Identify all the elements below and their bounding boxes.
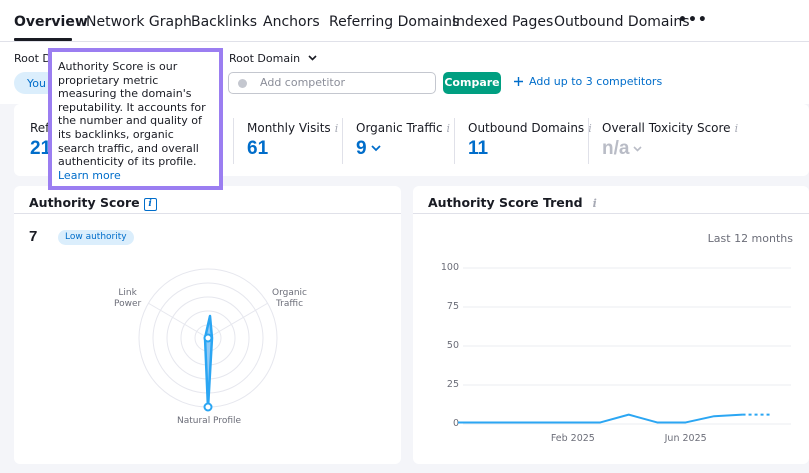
tab-indexed-pages[interactable]: Indexed Pages [452, 14, 554, 30]
data-point[interactable] [651, 416, 663, 428]
chevron-down-icon[interactable] [633, 146, 643, 152]
radar-label-line: Organic [272, 288, 308, 298]
competitor-color-dot [238, 79, 247, 88]
more-tabs-icon[interactable]: ••• [678, 12, 708, 28]
add-competitors-link[interactable]: Add up to 3 competitors [514, 75, 662, 88]
radar-point-link-power[interactable] [203, 333, 213, 343]
data-point[interactable] [480, 416, 492, 428]
data-point[interactable] [452, 416, 464, 428]
divider [233, 118, 234, 164]
info-icon[interactable]: i [592, 197, 597, 210]
x-tick-label: Feb 2025 [550, 433, 595, 444]
data-point[interactable] [737, 409, 749, 421]
authority-trend-chart [452, 267, 791, 428]
tab-overview[interactable]: Overview [14, 14, 88, 30]
you-chip: You [14, 72, 58, 94]
metric-organic-traffic[interactable]: Organic Traffic i 9 [356, 121, 450, 160]
metric-value: 9 [356, 138, 367, 159]
authority-trend-title-text: Authority Score Trend [428, 195, 583, 210]
compare-button[interactable]: Compare [443, 72, 501, 94]
divider [413, 213, 809, 214]
metric-label: Monthly Visits [247, 121, 331, 135]
radar-label-link-power: Link Power [114, 288, 141, 310]
metric-outbound-domains[interactable]: Outbound Domains i 11 [468, 121, 592, 160]
active-tab-indicator [14, 38, 72, 41]
authority-score-value: 7 [29, 228, 38, 245]
authority-score-title-text: Authority Score [29, 195, 140, 210]
metric-value: 21 [30, 138, 52, 159]
metric-label: Overall Toxicity Score [602, 121, 731, 135]
data-point[interactable] [708, 410, 720, 422]
metric-monthly-visits[interactable]: Monthly Visits i 61 [247, 121, 338, 160]
authority-radar-chart [138, 268, 278, 412]
metric-value: 11 [468, 138, 489, 159]
authority-score-card: Authority Score i 7 Low authority Link Pow… [14, 186, 401, 464]
y-tick-label: 75 [446, 301, 459, 312]
y-tick-label: 0 [427, 418, 459, 429]
competitor-input[interactable]: Add competitor [228, 72, 436, 94]
root-domain-select[interactable]: Root Domain [229, 52, 317, 65]
info-icon[interactable]: i [588, 122, 592, 135]
chevron-down-icon [308, 55, 317, 61]
x-tick-label: Jun 2025 [664, 433, 707, 444]
radar-label-line: Link [118, 288, 137, 298]
divider [588, 118, 589, 164]
plus-icon [514, 77, 523, 86]
metric-value: 61 [247, 138, 269, 159]
learn-more-link[interactable]: Learn more [58, 168, 121, 182]
add-competitors-label: Add up to 3 competitors [529, 75, 663, 88]
authority-score-tooltip: Authority Score is our proprietary metri… [48, 48, 223, 190]
authority-trend-title: Authority Score Trend i [428, 195, 597, 210]
tab-network-graph[interactable]: Network Graph [86, 14, 192, 30]
period-selector[interactable]: Last 12 months [707, 232, 793, 245]
radar-label-natural-profile: Natural Profile [177, 416, 242, 426]
tooltip-text: Authority Score is our proprietary metri… [58, 60, 206, 169]
radar-point-natural-profile[interactable] [203, 402, 213, 412]
info-icon[interactable]: i [446, 122, 451, 135]
info-icon[interactable]: i [143, 198, 157, 211]
authority-score-title: Authority Score i [29, 195, 157, 211]
tab-anchors[interactable]: Anchors [263, 14, 320, 30]
data-point[interactable] [509, 416, 521, 428]
radar-label-line: Power [114, 299, 142, 309]
competitor-placeholder: Add competitor [260, 76, 345, 89]
data-point[interactable] [594, 416, 606, 428]
y-tick-label: 25 [446, 379, 459, 390]
radar-shape [203, 314, 214, 410]
authority-level-badge: Low authority [58, 230, 134, 245]
info-icon[interactable]: i [334, 122, 339, 135]
metric-toxicity-score[interactable]: Overall Toxicity Score i n/a [602, 121, 738, 160]
top-nav: Overview Network Graph Backlinks Anchors… [0, 0, 809, 42]
tab-referring-domains[interactable]: Referring Domains [329, 14, 460, 30]
data-point[interactable] [680, 416, 692, 428]
data-point[interactable] [765, 409, 777, 421]
divider [14, 213, 401, 214]
radar-label-line: Traffic [275, 299, 304, 309]
divider [454, 118, 455, 164]
divider [342, 118, 343, 164]
authority-trend-card: Authority Score Trend i Last 12 months 0 2… [413, 186, 809, 464]
data-point[interactable] [566, 416, 578, 428]
tab-outbound-domains[interactable]: Outbound Domains [554, 14, 690, 30]
metric-label: Outbound Domains [468, 121, 585, 135]
metric-label: Organic Traffic [356, 121, 443, 135]
root-domain-label: Root D [14, 52, 51, 65]
y-tick-label: 100 [440, 262, 459, 273]
data-point[interactable] [537, 416, 549, 428]
radar-label-organic-traffic: Organic Traffic [272, 288, 307, 310]
info-icon[interactable]: i [734, 122, 739, 135]
tab-backlinks[interactable]: Backlinks [191, 14, 258, 30]
root-domain-select-label: Root Domain [229, 52, 301, 65]
series-line [458, 413, 743, 424]
metric-value: n/a [602, 138, 630, 159]
y-tick-label: 50 [446, 340, 459, 351]
chevron-down-icon[interactable] [370, 145, 381, 152]
data-point[interactable] [623, 409, 635, 421]
